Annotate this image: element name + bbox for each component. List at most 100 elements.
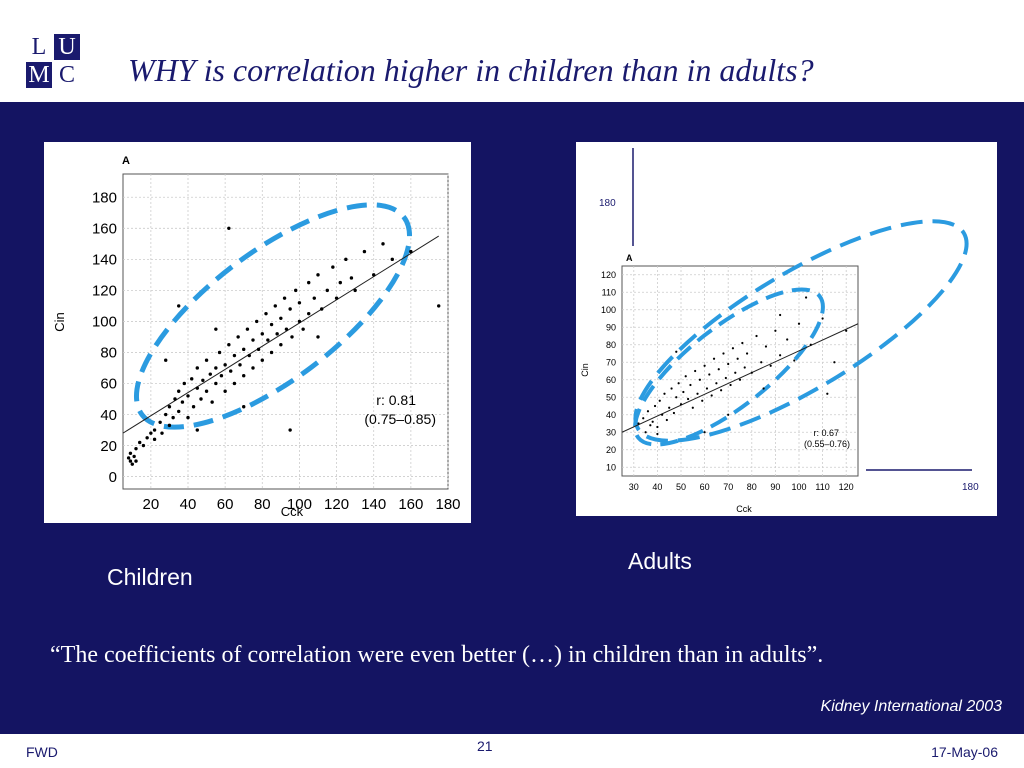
adults-chart-panel: 180 180 A Cin Cck r: 0.67 (0.55–0.76) 30… bbox=[576, 142, 997, 516]
data-point bbox=[316, 335, 320, 339]
data-point bbox=[809, 343, 812, 346]
y-tick-label: 20 bbox=[606, 445, 616, 455]
data-point bbox=[180, 400, 185, 404]
data-point bbox=[201, 378, 205, 383]
y-tick-label: 80 bbox=[606, 340, 616, 350]
data-point bbox=[372, 273, 376, 277]
data-point bbox=[256, 347, 261, 352]
data-point bbox=[786, 338, 789, 341]
data-point bbox=[694, 369, 697, 373]
x-tick-label: 160 bbox=[398, 496, 423, 513]
data-point bbox=[284, 327, 289, 331]
data-point bbox=[745, 352, 749, 355]
y-tick-label: 10 bbox=[606, 462, 616, 472]
x-axis-label: Cck bbox=[736, 504, 752, 514]
page-number: 21 bbox=[477, 738, 493, 754]
data-point bbox=[126, 456, 131, 460]
data-point bbox=[255, 319, 259, 324]
data-point bbox=[152, 428, 157, 432]
data-point bbox=[349, 276, 354, 280]
data-point bbox=[242, 405, 246, 409]
data-point bbox=[307, 280, 311, 285]
data-point bbox=[651, 420, 654, 423]
data-point bbox=[675, 396, 678, 399]
data-point bbox=[653, 404, 657, 408]
y-tick-label: 30 bbox=[606, 427, 616, 437]
data-point bbox=[684, 375, 687, 378]
data-point bbox=[275, 332, 279, 336]
y-tick-label: 40 bbox=[100, 407, 117, 424]
y-tick-label: 100 bbox=[601, 305, 616, 315]
data-point bbox=[223, 389, 227, 393]
data-point bbox=[177, 304, 181, 308]
data-point bbox=[755, 334, 758, 338]
y-tick-label: 100 bbox=[92, 314, 117, 331]
data-point bbox=[642, 417, 645, 420]
data-point bbox=[167, 405, 172, 409]
data-point bbox=[804, 296, 808, 299]
data-point bbox=[191, 405, 196, 409]
x-tick-label: 140 bbox=[361, 496, 386, 513]
data-point bbox=[665, 418, 668, 422]
data-point bbox=[708, 373, 711, 376]
x-tick-label: 40 bbox=[652, 482, 662, 492]
data-point bbox=[760, 361, 763, 364]
data-point bbox=[251, 338, 255, 342]
data-point bbox=[769, 364, 772, 367]
data-point bbox=[672, 411, 676, 415]
data-point bbox=[282, 296, 287, 300]
data-point bbox=[195, 386, 199, 390]
data-point bbox=[670, 387, 673, 390]
data-point bbox=[663, 392, 666, 395]
x-axis-label: Cck bbox=[281, 504, 304, 519]
data-point bbox=[691, 406, 694, 409]
lumc-logo: L U M C bbox=[26, 34, 82, 90]
data-point bbox=[703, 431, 706, 434]
data-point bbox=[722, 352, 725, 355]
y-tick-label: 40 bbox=[606, 410, 616, 420]
x-tick-label: 80 bbox=[747, 482, 757, 492]
data-point bbox=[727, 413, 730, 416]
highlight-ellipse-outer bbox=[633, 219, 969, 443]
footer: FWD 21 17-May-06 bbox=[0, 734, 1024, 768]
data-point bbox=[242, 347, 246, 352]
data-point bbox=[779, 354, 782, 357]
x-tick-label: 120 bbox=[839, 482, 854, 492]
data-point bbox=[710, 394, 713, 397]
y-axis-label: Cin bbox=[52, 312, 67, 332]
data-point bbox=[242, 374, 246, 378]
data-point bbox=[301, 327, 305, 331]
data-point bbox=[316, 273, 320, 277]
x-tick-label: 40 bbox=[180, 496, 197, 513]
data-point bbox=[217, 350, 222, 355]
data-point bbox=[219, 374, 224, 378]
data-point bbox=[279, 342, 283, 347]
data-point bbox=[164, 412, 168, 417]
x-tick-label: 60 bbox=[700, 482, 710, 492]
data-point bbox=[279, 316, 283, 321]
data-point bbox=[677, 382, 680, 385]
data-point bbox=[128, 451, 133, 456]
data-point bbox=[644, 431, 647, 434]
data-point bbox=[214, 381, 218, 386]
data-point bbox=[141, 443, 146, 448]
data-point bbox=[637, 422, 640, 425]
data-point bbox=[190, 377, 194, 381]
data-point bbox=[134, 446, 138, 451]
y-tick-label: 60 bbox=[100, 376, 117, 393]
data-point bbox=[661, 413, 664, 416]
data-point bbox=[649, 424, 652, 427]
x-tick-label: 30 bbox=[629, 482, 639, 492]
y-tick-label: 50 bbox=[606, 392, 616, 402]
x-tick-label: 20 bbox=[143, 496, 160, 513]
y-tick-label: 120 bbox=[601, 270, 616, 280]
data-point bbox=[247, 353, 251, 358]
data-point bbox=[145, 436, 149, 440]
data-point bbox=[774, 329, 777, 332]
data-point bbox=[264, 311, 268, 316]
data-point bbox=[152, 437, 157, 442]
data-point bbox=[689, 383, 692, 387]
data-point bbox=[779, 313, 782, 317]
y-tick-label: 70 bbox=[606, 357, 616, 367]
data-point bbox=[307, 311, 311, 316]
